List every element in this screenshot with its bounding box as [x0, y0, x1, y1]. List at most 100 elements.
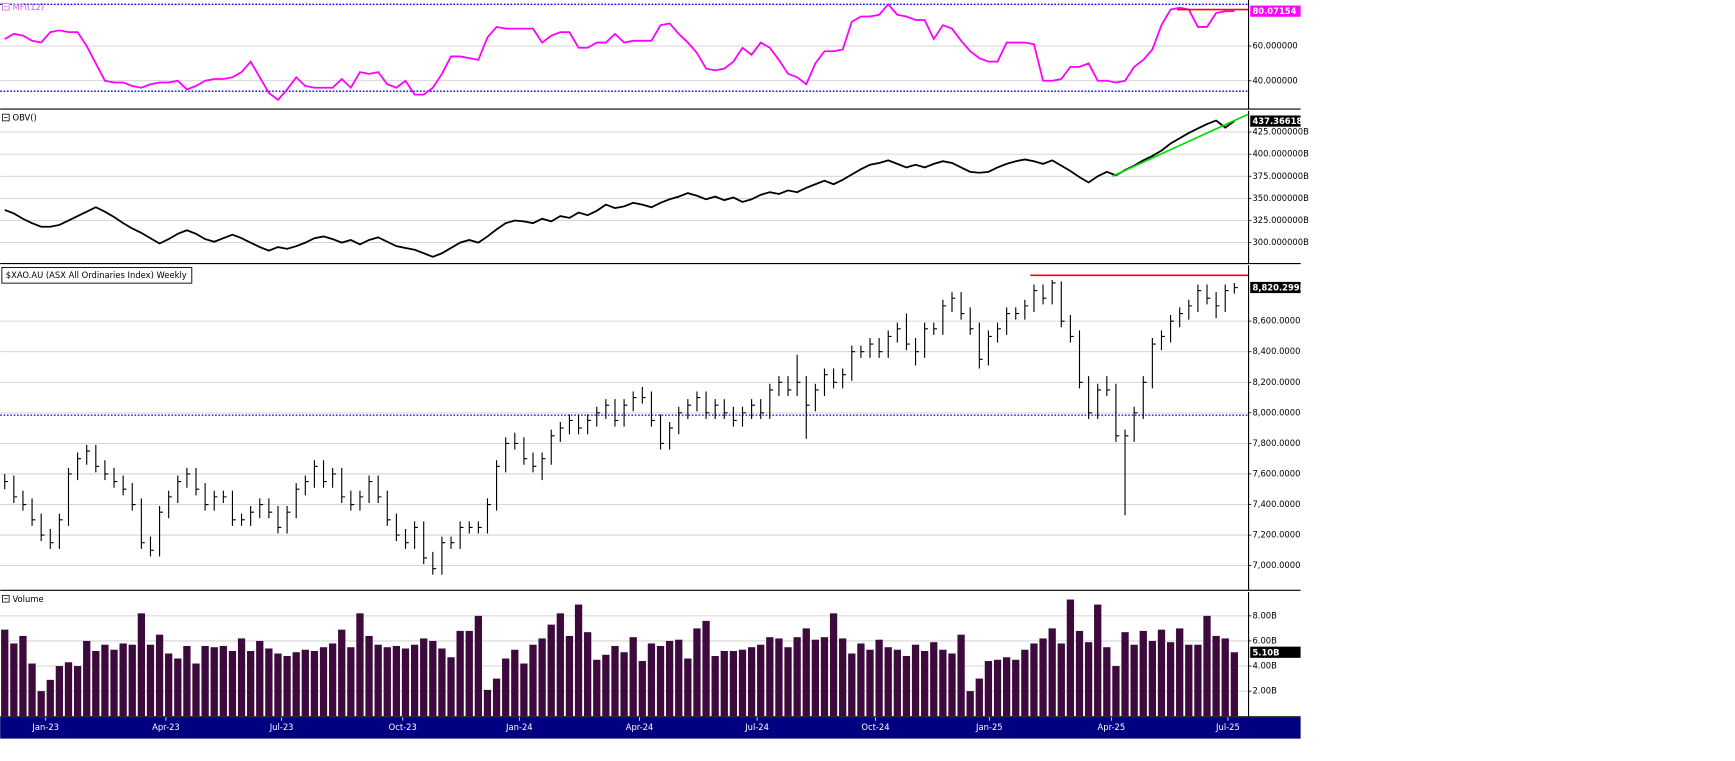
- volume-bar: [283, 656, 291, 717]
- volume-bar: [620, 652, 628, 717]
- volume-bar: [574, 604, 583, 717]
- volume-bar: [1048, 628, 1056, 717]
- price-bar: [705, 391, 710, 419]
- price-bar: [568, 414, 573, 435]
- price-bar: [687, 399, 692, 419]
- price-bar: [769, 383, 774, 419]
- y-tick-label: 60.000000: [1252, 41, 1297, 51]
- volume-bar: [265, 648, 273, 717]
- volume-bar: [1194, 644, 1202, 717]
- price-bar: [31, 498, 36, 526]
- price-bar: [450, 536, 455, 549]
- volume-bar: [529, 644, 537, 717]
- volume-bar: [1112, 666, 1120, 717]
- y-tick-label: 7,000.0000: [1252, 560, 1300, 570]
- volume-bar: [511, 649, 519, 717]
- volume-bar: [556, 613, 564, 717]
- volume-bar: [1176, 628, 1184, 717]
- price-bar: [350, 490, 355, 511]
- volume-bar: [702, 620, 710, 717]
- price-bar: [496, 460, 500, 511]
- price-bar: [332, 467, 336, 488]
- price-bar: [523, 437, 528, 465]
- volume-bar: [1075, 630, 1084, 717]
- price-bar: [168, 490, 173, 519]
- volume-bar: [957, 634, 965, 717]
- volume-bar: [420, 638, 428, 717]
- price-bar: [924, 322, 929, 358]
- price-bar: [1033, 284, 1038, 312]
- volume-bar: [602, 654, 610, 717]
- x-tick-label: Apr-25: [1098, 722, 1126, 732]
- volume-bar: [729, 650, 738, 717]
- price-bar: [1142, 376, 1147, 419]
- volume-bar: [757, 644, 765, 717]
- price-bar: [1106, 376, 1111, 397]
- y-tick-label: 425.000000B: [1252, 127, 1309, 137]
- price-bar: [851, 345, 856, 381]
- price-bar: [195, 467, 200, 496]
- y-tick-label: 7,600.0000: [1252, 468, 1300, 478]
- price-bar: [213, 490, 218, 511]
- volume-bar: [64, 662, 73, 717]
- volume-bar: [328, 643, 337, 717]
- price-bar: [623, 399, 628, 427]
- volume-bar: [1148, 640, 1157, 717]
- price-bar: [104, 460, 109, 481]
- price-bar: [541, 452, 546, 481]
- volume-bar: [1166, 642, 1175, 717]
- price-bar: [441, 536, 446, 575]
- price-bar: [960, 292, 965, 320]
- y-tick-label: 8,000.0000: [1252, 407, 1300, 417]
- volume-bar: [274, 653, 282, 717]
- price-bar: [760, 399, 765, 419]
- volume-bar: [775, 638, 783, 717]
- volume-bar: [83, 640, 91, 717]
- volume-bar: [565, 635, 574, 717]
- price-bar: [860, 345, 865, 358]
- price-bar: [1170, 315, 1174, 343]
- volume-bar: [684, 658, 692, 717]
- volume-bar: [183, 645, 191, 717]
- volume-bar: [219, 645, 227, 717]
- volume-bar: [1212, 635, 1220, 717]
- volume-bar: [948, 653, 956, 717]
- volume-bar: [110, 649, 118, 717]
- price-bar: [49, 528, 54, 549]
- price-bar: [723, 399, 728, 419]
- price-bar: [277, 506, 282, 534]
- volume-bar: [547, 624, 555, 717]
- volume-bar: [1021, 649, 1029, 717]
- volume-bar: [46, 679, 54, 717]
- x-tick-label: Apr-23: [152, 722, 180, 732]
- price-bar: [177, 475, 182, 503]
- volume-bar: [438, 648, 446, 717]
- price-bar: [240, 513, 245, 526]
- volume-bar: [92, 650, 100, 717]
- price-bar: [13, 475, 18, 503]
- y-tick-label: 325.000000B: [1252, 215, 1309, 225]
- volume-bar: [802, 628, 810, 717]
- x-tick-label: Jan-23: [31, 722, 59, 732]
- volume-bar: [201, 645, 209, 717]
- volume-bar: [1157, 629, 1166, 717]
- volume-bar: [711, 656, 719, 717]
- volume-bar: [101, 644, 109, 717]
- x-tick-label: Jan-25: [975, 722, 1003, 732]
- price-bar: [914, 337, 919, 366]
- price-bar: [796, 354, 801, 397]
- volume-bar: [165, 653, 173, 717]
- price-bar: [204, 483, 209, 511]
- price-bar: [250, 506, 255, 526]
- price-bar: [1124, 429, 1129, 516]
- volume-bar: [1066, 599, 1075, 717]
- price-bar: [322, 460, 327, 488]
- volume-bar: [1121, 632, 1129, 717]
- price-bar: [1069, 315, 1074, 343]
- price-bar: [778, 376, 783, 397]
- volume-bar: [301, 649, 309, 717]
- volume-bar: [429, 640, 437, 717]
- price-bar: [1197, 284, 1202, 312]
- price-bar: [58, 513, 63, 549]
- price-bar: [814, 383, 819, 412]
